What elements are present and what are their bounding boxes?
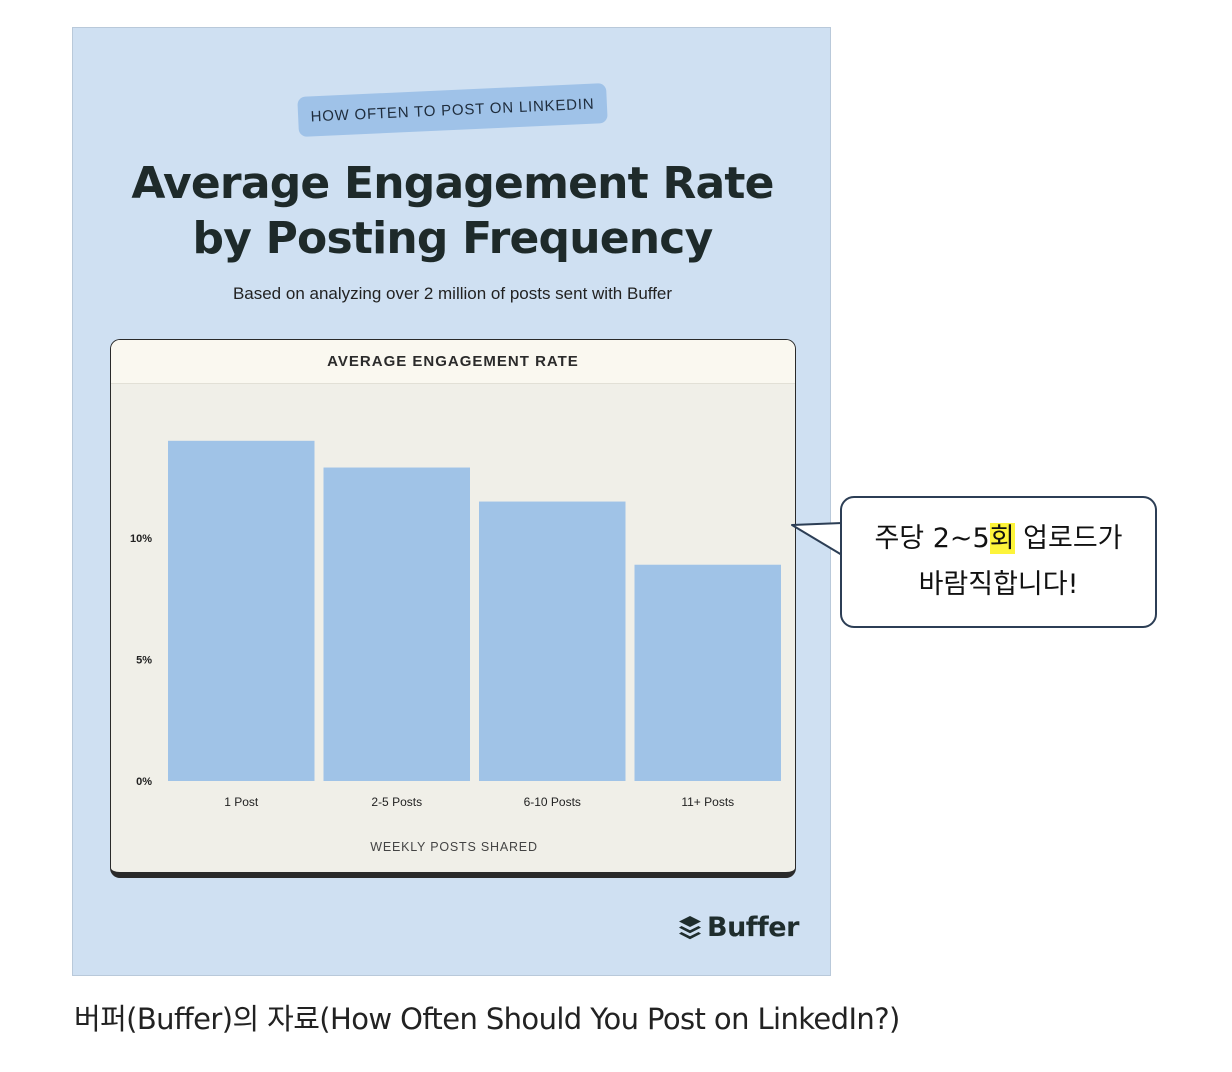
image-caption: 버퍼(Buffer)의 자료(How Often Should You Post… [74,1002,900,1036]
bar-2-5-posts [323,467,470,781]
callout-tail [791,522,843,556]
x-tick-label: 11+ Posts [681,795,734,809]
buffer-stack-icon [679,915,701,939]
y-axis-ticks: 0% 5% 10% [130,533,152,788]
callout-line-2: 바람직합니다! [918,569,1079,600]
y-tick-label: 5% [136,655,152,667]
chart-main-title: Average Engagement Rate by Posting Frequ… [73,156,832,266]
infographic-card: HOW OFTEN TO POST ON LINKEDIN Average En… [72,27,831,976]
bar-6-10-posts [479,501,626,781]
callout-text-before: 주당 2~5 [874,523,990,554]
y-tick-label: 0% [136,776,152,788]
x-tick-label: 2-5 Posts [371,795,422,809]
speech-bubble-callout: 주당 2~5회 업로드가 바람직합니다! [840,496,1157,628]
x-axis-ticks: 1 Post 2-5 Posts 6-10 Posts 11+ Posts [224,795,734,809]
title-line-1: Average Engagement Rate [131,158,774,209]
chart-panel: 0% 5% 10% 1 Post 2-5 Posts 6-10 Posts 11+ Pos… [110,339,796,878]
x-tick-label: 6-10 Posts [524,795,581,809]
callout-line-1: 주당 2~5회 업로드가 [874,516,1123,562]
bar-chart: 0% 5% 10% 1 Post 2-5 Posts 6-10 Posts 11+ Pos… [130,440,781,854]
bars-layer [168,440,781,781]
chart-subtitle: Based on analyzing over 2 million of pos… [232,284,673,303]
buffer-logo-text: Buffer [707,912,799,943]
bar-1-post [168,440,315,781]
x-tick-label: 1 Post [224,795,259,809]
kicker-label: HOW OFTEN TO POST ON LINKEDIN [297,83,608,137]
y-tick-label: 10% [130,533,152,545]
title-line-2: by Posting Frequency [192,213,714,264]
x-axis-title: WEEKLY POSTS SHARED [370,840,538,854]
chart-title: AVERAGE ENGAGEMENT RATE [111,340,795,384]
bar-11-posts [634,564,781,781]
callout-highlight: 회 [989,523,1015,554]
callout-text-after: 업로드가 [1014,523,1123,554]
buffer-logo: Buffer [677,912,799,943]
